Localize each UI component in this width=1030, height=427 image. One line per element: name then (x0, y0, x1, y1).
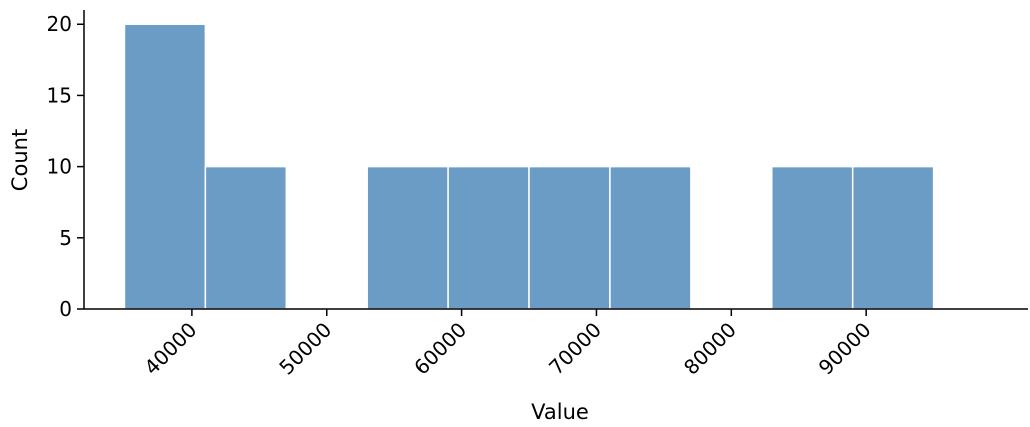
y-tick-label: 20 (47, 12, 72, 36)
histogram-bar-5 (528, 165, 611, 310)
x-tick-label: 90000 (814, 318, 876, 380)
y-axis-title: Count (8, 129, 32, 191)
x-tick-label: 70000 (544, 318, 606, 380)
histogram-bar-8 (771, 165, 854, 310)
x-axis-title: Value (531, 400, 589, 424)
y-ticks-group: 0 5 10 15 20 (47, 12, 84, 321)
histogram-bar-4 (447, 165, 530, 310)
x-ticks-group: 40000 50000 60000 70000 80000 90000 (139, 309, 876, 380)
x-tick-label: 80000 (679, 318, 741, 380)
histogram-bar-6 (609, 165, 692, 310)
x-tick-label: 50000 (274, 318, 336, 380)
axes-group (83, 10, 1028, 310)
y-tick-label: 15 (47, 83, 72, 107)
bars-group (123, 23, 935, 310)
histogram-bar-9 (851, 165, 935, 310)
x-tick-label: 40000 (139, 318, 201, 380)
y-tick-label: 0 (59, 297, 72, 321)
y-tick-label: 5 (59, 226, 72, 250)
histogram-bar-0 (123, 23, 207, 310)
histogram-bar-3 (366, 165, 449, 310)
y-tick-label: 10 (47, 155, 72, 179)
x-tick-label: 60000 (409, 318, 471, 380)
histogram-bar-1 (204, 165, 288, 310)
